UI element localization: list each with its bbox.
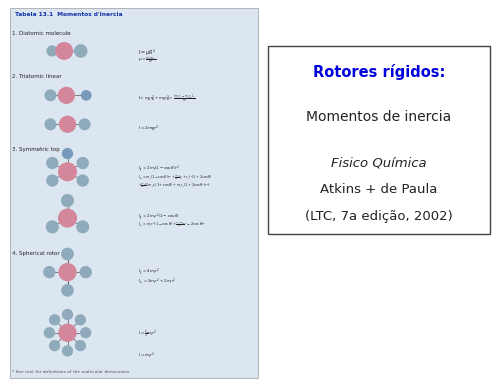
Text: * See text for definitions of the molecular dimensions.: * See text for definitions of the molecu… bbox=[12, 371, 131, 374]
Text: Rotores rígidos:: Rotores rígidos: bbox=[312, 64, 445, 80]
Ellipse shape bbox=[58, 87, 74, 103]
Ellipse shape bbox=[47, 46, 57, 56]
Ellipse shape bbox=[77, 175, 88, 186]
Ellipse shape bbox=[62, 249, 73, 259]
Text: $I = m_t r^2$: $I = m_t r^2$ bbox=[138, 350, 154, 360]
Text: $+\frac{m_c}{m}(2m_t r_t(1+\cos\theta) + m_c r_c(1+2\cos\theta^2)r^2)$: $+\frac{m_c}{m}(2m_t r_t(1+\cos\theta) +… bbox=[138, 181, 210, 190]
Ellipse shape bbox=[45, 90, 56, 101]
Text: Fisico Química: Fisico Química bbox=[331, 156, 426, 169]
Text: $I_\parallel = 4m_t r^2$: $I_\parallel = 4m_t r^2$ bbox=[138, 267, 160, 278]
Text: $I = \mu R^2$: $I = \mu R^2$ bbox=[138, 48, 156, 58]
Ellipse shape bbox=[44, 267, 55, 278]
Ellipse shape bbox=[58, 163, 76, 181]
Text: Atkins + de Paula: Atkins + de Paula bbox=[320, 183, 438, 196]
Ellipse shape bbox=[45, 119, 56, 130]
Ellipse shape bbox=[56, 43, 72, 59]
Text: 2. Triatomic linear: 2. Triatomic linear bbox=[12, 74, 62, 79]
Text: $\mu = \frac{m_1 m_2}{m}$: $\mu = \frac{m_1 m_2}{m}$ bbox=[138, 55, 156, 64]
FancyBboxPatch shape bbox=[10, 8, 258, 378]
Ellipse shape bbox=[62, 195, 74, 207]
Ellipse shape bbox=[77, 221, 88, 233]
Text: 4. Spherical rotor: 4. Spherical rotor bbox=[12, 251, 60, 256]
Text: $I_\perp = 2m_t r^2 + 2m_t r^2$: $I_\perp = 2m_t r^2 + 2m_t r^2$ bbox=[138, 276, 176, 286]
Text: $I = m_A r_A^2 + m_B r_B^2 = \frac{(m_A r_A - m_B r_B)^2}{m}$: $I = m_A r_A^2 + m_B r_B^2 = \frac{(m_A … bbox=[138, 93, 195, 104]
Ellipse shape bbox=[62, 149, 72, 159]
Ellipse shape bbox=[62, 346, 72, 356]
Ellipse shape bbox=[82, 91, 91, 100]
Ellipse shape bbox=[60, 116, 76, 132]
Ellipse shape bbox=[62, 285, 73, 296]
Ellipse shape bbox=[81, 328, 90, 338]
Text: $I = 2m_B r^2$: $I = 2m_B r^2$ bbox=[138, 124, 159, 134]
Ellipse shape bbox=[62, 249, 73, 259]
Ellipse shape bbox=[76, 341, 86, 350]
Ellipse shape bbox=[44, 328, 54, 338]
Ellipse shape bbox=[47, 175, 58, 186]
Ellipse shape bbox=[74, 45, 87, 57]
Text: $I_\perp = m_t(1-\cos\theta)r^2 + \frac{m_t}{m}(r_t+r_c)^2(1+2\cos\theta)$: $I_\perp = m_t(1-\cos\theta)r^2 + \frac{… bbox=[138, 173, 212, 182]
Ellipse shape bbox=[62, 310, 72, 320]
FancyBboxPatch shape bbox=[268, 46, 490, 234]
Ellipse shape bbox=[46, 221, 58, 233]
Text: 1. Diatomic molecule: 1. Diatomic molecule bbox=[12, 31, 71, 36]
Ellipse shape bbox=[58, 209, 76, 227]
Text: 3. Symmetric top: 3. Symmetric top bbox=[12, 147, 60, 152]
Ellipse shape bbox=[59, 264, 76, 281]
Ellipse shape bbox=[77, 157, 88, 168]
Text: $I_\parallel = 2m_t r^2(1-\cos\theta)$: $I_\parallel = 2m_t r^2(1-\cos\theta)$ bbox=[138, 212, 179, 223]
Text: $I_\parallel = 2m_t(1-\cos\theta)r^2$: $I_\parallel = 2m_t(1-\cos\theta)r^2$ bbox=[138, 164, 179, 175]
Ellipse shape bbox=[80, 119, 90, 130]
Text: $I = \frac{5}{3}m_t r^2$: $I = \frac{5}{3}m_t r^2$ bbox=[138, 329, 157, 340]
Ellipse shape bbox=[47, 157, 58, 168]
Ellipse shape bbox=[59, 324, 76, 341]
Text: $I_\perp = m_t r^2(1-\cos\theta) + \frac{m_t m_c}{m}r^2 - 2\cos\theta r^2$: $I_\perp = m_t r^2(1-\cos\theta) + \frac… bbox=[138, 221, 205, 229]
Ellipse shape bbox=[62, 285, 73, 296]
Ellipse shape bbox=[76, 315, 86, 325]
Text: Tabela 13.1  Momentos d'Inercia: Tabela 13.1 Momentos d'Inercia bbox=[15, 12, 122, 17]
Ellipse shape bbox=[80, 267, 91, 278]
Ellipse shape bbox=[50, 341, 59, 350]
Ellipse shape bbox=[50, 315, 59, 325]
Text: Momentos de inercia: Momentos de inercia bbox=[306, 110, 452, 124]
Text: (LTC, 7a edição, 2002): (LTC, 7a edição, 2002) bbox=[305, 210, 452, 223]
